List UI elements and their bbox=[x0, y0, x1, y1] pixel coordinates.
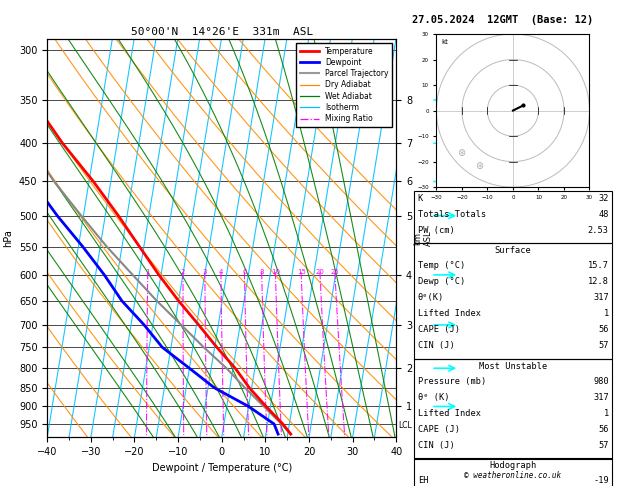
Text: EH: EH bbox=[418, 476, 428, 486]
Title: 50°00'N  14°26'E  331m  ASL: 50°00'N 14°26'E 331m ASL bbox=[131, 27, 313, 37]
Text: CAPE (J): CAPE (J) bbox=[418, 425, 460, 434]
Y-axis label: hPa: hPa bbox=[3, 229, 13, 247]
Text: K: K bbox=[418, 194, 423, 203]
Text: θᵉ(K): θᵉ(K) bbox=[418, 293, 444, 302]
Y-axis label: km
ASL: km ASL bbox=[414, 230, 433, 246]
Text: θᵉ (K): θᵉ (K) bbox=[418, 393, 449, 402]
Legend: Temperature, Dewpoint, Parcel Trajectory, Dry Adiabat, Wet Adiabat, Isotherm, Mi: Temperature, Dewpoint, Parcel Trajectory… bbox=[296, 43, 392, 127]
Text: Dewp (°C): Dewp (°C) bbox=[418, 277, 465, 286]
Text: CAPE (J): CAPE (J) bbox=[418, 325, 460, 334]
Text: 56: 56 bbox=[598, 425, 609, 434]
Text: 10: 10 bbox=[271, 269, 280, 275]
Text: kt: kt bbox=[442, 39, 448, 45]
Text: 317: 317 bbox=[593, 393, 609, 402]
Text: 317: 317 bbox=[593, 293, 609, 302]
Text: 8: 8 bbox=[260, 269, 264, 275]
Text: Lifted Index: Lifted Index bbox=[418, 309, 481, 318]
Text: 980: 980 bbox=[593, 377, 609, 386]
Text: $\circledast$: $\circledast$ bbox=[457, 147, 467, 158]
Text: 25: 25 bbox=[331, 269, 340, 275]
Text: 1: 1 bbox=[604, 309, 609, 318]
Text: LCL: LCL bbox=[398, 420, 412, 430]
Text: Hodograph: Hodograph bbox=[489, 461, 537, 470]
Text: 20: 20 bbox=[316, 269, 325, 275]
Text: Lifted Index: Lifted Index bbox=[418, 409, 481, 418]
Text: 2.53: 2.53 bbox=[588, 226, 609, 235]
Text: © weatheronline.co.uk: © weatheronline.co.uk bbox=[464, 471, 562, 480]
Text: 15.7: 15.7 bbox=[588, 261, 609, 270]
Text: 56: 56 bbox=[598, 325, 609, 334]
Text: 12.8: 12.8 bbox=[588, 277, 609, 286]
Text: 4: 4 bbox=[219, 269, 223, 275]
Text: Most Unstable: Most Unstable bbox=[479, 362, 547, 371]
Text: 57: 57 bbox=[598, 341, 609, 350]
X-axis label: Dewpoint / Temperature (°C): Dewpoint / Temperature (°C) bbox=[152, 463, 292, 473]
Text: -19: -19 bbox=[593, 476, 609, 486]
Text: CIN (J): CIN (J) bbox=[418, 341, 454, 350]
Text: 3: 3 bbox=[203, 269, 207, 275]
Text: Temp (°C): Temp (°C) bbox=[418, 261, 465, 270]
Text: Surface: Surface bbox=[494, 246, 532, 255]
Text: 1: 1 bbox=[604, 409, 609, 418]
Text: 57: 57 bbox=[598, 441, 609, 450]
Text: 15: 15 bbox=[297, 269, 306, 275]
Text: Pressure (mb): Pressure (mb) bbox=[418, 377, 486, 386]
Text: 2: 2 bbox=[181, 269, 185, 275]
Text: $\circledast$: $\circledast$ bbox=[475, 160, 484, 171]
Text: 48: 48 bbox=[598, 210, 609, 219]
Text: 1: 1 bbox=[145, 269, 150, 275]
Text: 27.05.2024  12GMT  (Base: 12): 27.05.2024 12GMT (Base: 12) bbox=[412, 15, 593, 25]
Text: 6: 6 bbox=[242, 269, 247, 275]
Text: CIN (J): CIN (J) bbox=[418, 441, 454, 450]
Text: Totals Totals: Totals Totals bbox=[418, 210, 486, 219]
Text: 32: 32 bbox=[598, 194, 609, 203]
Text: PW (cm): PW (cm) bbox=[418, 226, 454, 235]
